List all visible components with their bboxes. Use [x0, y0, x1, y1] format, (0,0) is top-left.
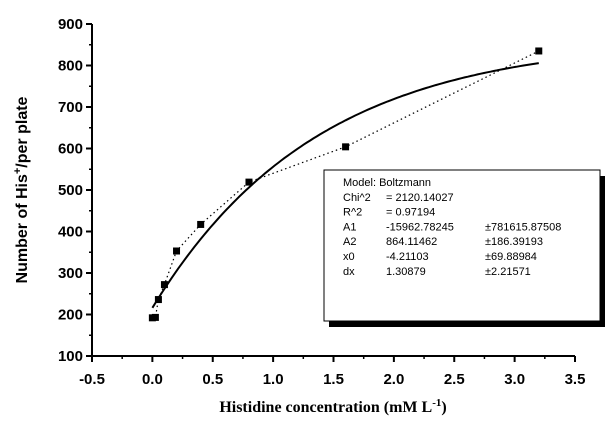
data-point: [151, 313, 159, 321]
fit-row-label: A2: [343, 236, 356, 248]
y-tick-label: 900: [58, 16, 83, 33]
x-tick-label: 2.0: [383, 371, 404, 388]
fit-row-value: -4.21103: [386, 251, 429, 263]
y-tick-label: 800: [58, 58, 83, 75]
y-tick-label: 700: [58, 99, 83, 116]
fit-row-value: -15962.78245: [386, 221, 454, 233]
fit-row-label: Chi^2: [343, 192, 371, 204]
x-tick-label: 1.5: [323, 371, 344, 388]
y-axis-title-end: /per plate: [14, 96, 31, 167]
y-tick-label: 300: [58, 265, 83, 282]
data-point: [245, 178, 253, 186]
fit-statistics-box: Model: Boltzmann Chi^2 = 2120.14027 R^2 = 0.…: [323, 169, 605, 327]
y-ticks: 100 200 300 400 500 600 700 800 900: [58, 16, 92, 365]
x-axis-title: Histidine concentration (mM L-1): [219, 397, 446, 416]
fit-row-error: ±69.88984: [485, 251, 537, 263]
y-tick-label: 100: [58, 348, 83, 365]
data-point: [197, 220, 205, 228]
y-axis-title: Number of His+/per plate: [12, 96, 31, 283]
data-point: [173, 247, 181, 255]
data-point: [535, 47, 543, 55]
fit-box-rows: Model: Boltzmann Chi^2 = 2120.14027 R^2 = 0.…: [343, 177, 561, 278]
fit-row-value: 864.11462: [386, 236, 437, 248]
data-point: [154, 296, 162, 304]
fit-row-value: = 0.97194: [386, 207, 435, 219]
fit-row-error: ±186.39193: [485, 236, 543, 248]
fit-row-label: R^2: [343, 207, 362, 219]
fit-row-label: x0: [343, 251, 355, 263]
fit-row-value: 1.30879: [386, 266, 426, 278]
y-tick-label: 200: [58, 307, 83, 324]
x-tick-label: 1.0: [263, 371, 284, 388]
x-axis-title-end: ): [441, 399, 446, 416]
fit-box-frame: [323, 169, 601, 322]
x-tick-label: 2.5: [444, 371, 465, 388]
x-tick-label: 3.5: [565, 371, 586, 388]
y-tick-label: 600: [58, 141, 83, 158]
data-point: [160, 281, 168, 289]
x-tick-label: 0.0: [142, 371, 163, 388]
y-tick-label: 500: [58, 182, 83, 199]
y-axis-title-superscript: +: [12, 168, 24, 174]
x-axis-title-superscript: -1: [432, 397, 441, 409]
x-tick-label: 0.5: [202, 371, 223, 388]
data-point: [342, 143, 350, 151]
fit-row-label: dx: [343, 266, 355, 278]
x-tick-label: 3.0: [504, 371, 525, 388]
x-tick-label: -0.5: [79, 371, 105, 388]
x-ticks: -0.5 0.0 0.5 1.0 1.5 2.0 2.5 3.0 3.5: [79, 356, 585, 388]
fit-row-label: Model: Boltzmann: [343, 177, 431, 189]
fit-row-value: = 2120.14027: [386, 192, 454, 204]
fit-row-label: A1: [343, 221, 356, 233]
data-points: [148, 47, 543, 322]
y-tick-label: 400: [58, 224, 83, 241]
fit-row-error: ±2.21571: [485, 266, 531, 278]
fit-row-error: ±781615.87508: [485, 221, 561, 233]
boltzmann-fit-curve: [151, 62, 539, 309]
